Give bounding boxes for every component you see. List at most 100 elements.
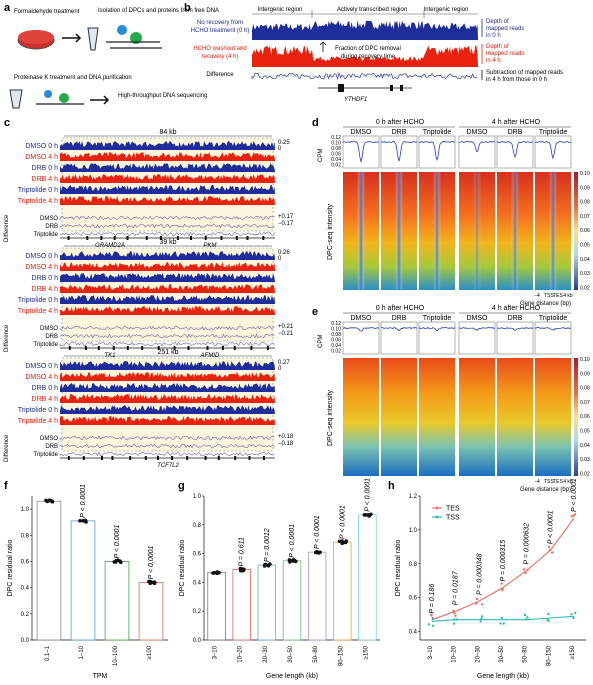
- colorbar-tick: 0.03: [580, 271, 590, 277]
- panel-b: b Intergenic region Actively transcribed…: [184, 2, 563, 103]
- coverage-track: [60, 295, 275, 304]
- track-name: DRB 0 h: [32, 385, 59, 392]
- treatment-label: DRB: [508, 315, 523, 322]
- x-tick: −4: [534, 293, 540, 299]
- exon: [233, 346, 236, 350]
- protein-icon: [130, 32, 142, 44]
- colorbar-tick: 0.10: [580, 171, 590, 177]
- region-label: Intergenic region: [424, 7, 469, 13]
- exon: [206, 346, 209, 350]
- y-tick-label: 1.0: [193, 494, 202, 500]
- profile-frame: [496, 135, 534, 169]
- protein-icon: [59, 93, 69, 103]
- bar: [358, 514, 377, 641]
- exon: [171, 456, 174, 460]
- exon: [67, 456, 70, 460]
- replicate-point: [212, 571, 217, 575]
- treatment-label: DMSO: [467, 315, 489, 322]
- colorbar-tick: 0.04: [580, 443, 590, 449]
- data-point-tss: [572, 616, 575, 620]
- replicate-point: [369, 512, 373, 517]
- track-name: Triptolide 0 h: [18, 297, 58, 304]
- exon: [144, 456, 147, 460]
- p-value-label: P < 0.0001: [339, 505, 346, 539]
- replicate-point: [112, 560, 117, 564]
- coverage-track: [60, 416, 275, 425]
- panel-label-f: f: [4, 480, 8, 492]
- x-tick-label: ≥150: [363, 645, 369, 659]
- y-tick-label: 0.2: [193, 609, 202, 615]
- diff-title: Difference: [4, 214, 10, 242]
- track-label-diff: Difference: [206, 72, 234, 78]
- intensity-label: DPC-seq intensity: [327, 203, 334, 260]
- x-tick: 4 kb: [563, 293, 573, 299]
- y-tick-label: 0.4: [21, 586, 30, 592]
- cpm-tick: 0.08: [331, 146, 341, 152]
- legend-marker: [435, 515, 439, 519]
- data-point-tss: [502, 622, 505, 625]
- coverage-track: [60, 394, 275, 403]
- timepoint-label: 0 h after HCHO: [376, 119, 425, 126]
- x-tick-label: 10–20: [238, 645, 244, 662]
- track-name: Triptolide 0 h: [18, 407, 58, 414]
- x-tick-label: ≥100: [147, 645, 153, 659]
- profile-frame: [534, 321, 572, 355]
- colorbar: [574, 172, 578, 290]
- replicate-point: [116, 558, 120, 563]
- colorbar-tick: 0.06: [580, 228, 590, 234]
- replicate-point: [50, 499, 54, 503]
- panel-label-a: a: [4, 2, 11, 14]
- y-max-label: 0.27: [278, 360, 290, 366]
- x-tick-label: 50–80: [523, 645, 529, 662]
- highlight-region: [61, 247, 274, 342]
- profile-line: [380, 140, 418, 162]
- colorbar-tick: 0.04: [580, 257, 590, 263]
- y-min-label: 0: [278, 366, 282, 372]
- exon: [190, 236, 192, 240]
- y-tick-label: 0.6: [21, 559, 30, 565]
- y-tick-label: 0.0: [193, 638, 202, 644]
- heatmap-tss-stripe: [511, 172, 519, 290]
- colorbar-tick: 0.08: [580, 200, 590, 206]
- data-point-tes: [475, 597, 479, 601]
- x-tick-label: 3–10: [428, 645, 434, 659]
- data-point-tes: [430, 613, 433, 616]
- panel-h: h 0.4 0.6 0.8 1.0 1.2 3–10 P = 0.186 10–20 P = 0…: [388, 478, 586, 680]
- exon: [101, 456, 103, 460]
- diff-name: DMSO: [40, 216, 58, 222]
- panel-c: c 84 kb DMSO 0 h DMSO 4 h DRB 0 h DRB 4 h Tri…: [4, 117, 294, 469]
- replicate-point: [152, 580, 157, 584]
- exon: [220, 236, 223, 240]
- data-point-tes: [526, 568, 529, 571]
- coverage-track: [60, 262, 275, 271]
- x-tick-label: 30–50: [288, 645, 294, 662]
- timepoint-label: 0 h after HCHO: [376, 305, 425, 312]
- coverage-track: [60, 284, 275, 293]
- exon: [248, 456, 251, 460]
- fit-line-tss: [431, 615, 575, 622]
- step-text-4: High-throughput DNA sequencing: [118, 93, 207, 99]
- bar: [207, 571, 226, 641]
- treatment-label: DRB: [392, 315, 407, 322]
- y-tick-label: 0.6: [409, 596, 418, 602]
- exon: [86, 236, 89, 240]
- exon: [145, 236, 148, 240]
- p-value-label: P = 0.0187: [453, 570, 460, 605]
- colorbar-tick: 0.07: [580, 214, 590, 220]
- track-name: DMSO 4 h: [25, 154, 58, 161]
- track-name: DMSO 0 h: [25, 143, 58, 150]
- replicate-point: [291, 559, 296, 563]
- exon: [262, 236, 265, 240]
- y-tick-label: 1.2: [409, 494, 418, 500]
- cpm-tick: 0.02: [331, 163, 341, 169]
- profile-frame: [380, 321, 418, 355]
- exon: [204, 456, 207, 460]
- arrow-icon: [62, 33, 82, 43]
- treatment-label: DRB: [508, 129, 523, 136]
- annotation-line1: Fraction of DPC removal: [335, 46, 401, 52]
- diff-track: [59, 325, 275, 331]
- exon: [141, 346, 144, 350]
- data-point-tss: [523, 613, 527, 617]
- treatment-label: Triptolide: [423, 315, 452, 322]
